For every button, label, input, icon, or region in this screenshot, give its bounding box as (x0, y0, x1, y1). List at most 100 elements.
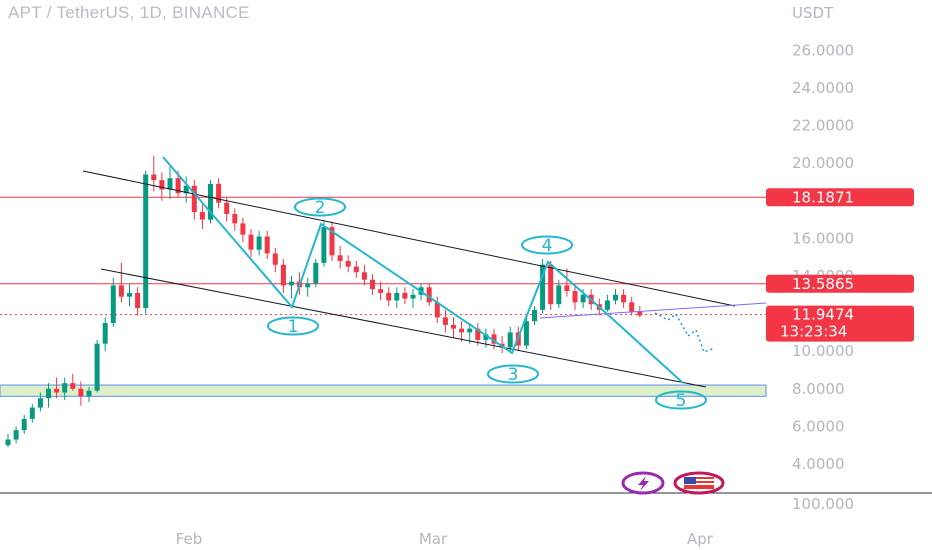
wave-projection (605, 312, 684, 384)
candle-body (378, 289, 384, 293)
candle-body (86, 390, 92, 397)
y-tick-label: 22.0000 (792, 117, 854, 135)
wave-circle-5 (655, 390, 707, 410)
support-zone (0, 384, 767, 397)
candle-body (240, 223, 246, 235)
candle-body (199, 212, 205, 220)
candle-body (532, 309, 537, 322)
candle-body (151, 174, 157, 181)
candle-body (248, 234, 254, 250)
candle-body (621, 294, 627, 303)
candle-body (102, 323, 108, 344)
projection-path (654, 312, 716, 353)
x-tick-label: Apr (687, 530, 714, 548)
candle-body (5, 439, 11, 446)
candle-body (402, 292, 408, 299)
candle-body (540, 264, 546, 310)
candle-body (361, 272, 367, 280)
candle-body (451, 324, 456, 329)
candle-body (629, 302, 635, 312)
wave-label-5: 5 (676, 391, 687, 411)
wave-label-3: 3 (508, 365, 519, 385)
candle-body (329, 227, 335, 256)
candle-body (191, 185, 197, 213)
candle-body (94, 343, 100, 391)
candle-body (523, 321, 529, 346)
candle-body (62, 383, 68, 393)
candle-body (256, 236, 262, 250)
y-tick-label: 20.0000 (792, 154, 854, 172)
candle-body (345, 260, 351, 267)
channel-upper-line (82, 170, 736, 307)
wave-circle-2 (294, 197, 346, 217)
candle-body (410, 294, 416, 299)
wave-circle-3 (487, 364, 539, 384)
y-tick-label: 24.0000 (792, 79, 854, 97)
candle-body (491, 334, 497, 344)
candle-body (110, 285, 116, 323)
candle-body (54, 388, 60, 393)
svg-text:18.1871: 18.1871 (792, 188, 854, 206)
candle-body (70, 383, 76, 389)
candle-body (313, 262, 319, 284)
candle-body (272, 253, 278, 265)
candle-body (548, 264, 554, 305)
candle-body (159, 180, 165, 190)
candle-body (264, 236, 270, 254)
candle-body (483, 334, 489, 340)
candle-body (580, 294, 586, 303)
candle-body (459, 328, 465, 333)
candle-body (46, 388, 51, 399)
chart-title: APT / TetherUS, 1D, BINANCE (8, 3, 250, 22)
candle-body (183, 185, 189, 194)
candle-body (467, 328, 473, 333)
candle-body (305, 283, 311, 288)
y-tick-label: 16.0000 (792, 229, 854, 247)
candle-body (475, 328, 481, 340)
candle-body (280, 264, 286, 286)
candle-body (386, 292, 392, 301)
x-tick-label: Feb (176, 530, 203, 548)
volume-tick-label: 100.000 (792, 495, 854, 513)
candle-body (37, 398, 43, 408)
candle-body (394, 292, 400, 301)
candle-body (370, 279, 375, 290)
candle-body (572, 291, 578, 303)
trend-line-purple (539, 302, 767, 319)
wave-label-2: 2 (315, 198, 326, 218)
last-price-label: 11.9474 13:23:34 (766, 305, 914, 342)
candle-body (289, 281, 294, 286)
channel-top-price-label: 13.5865 (766, 274, 914, 293)
candle-body (21, 418, 27, 431)
candle-body (434, 302, 440, 318)
us-flag-badge-icon[interactable] (673, 471, 725, 495)
candle-body (208, 183, 213, 220)
currency-label: USDT (792, 4, 834, 22)
candle-body (135, 292, 141, 308)
candle-body (216, 183, 222, 203)
candle-body (507, 332, 513, 348)
wave-label-1: 1 (288, 317, 299, 337)
candle-body (426, 287, 432, 303)
candle-body (78, 388, 84, 397)
svg-text:13.5865: 13.5865 (792, 275, 854, 293)
candle-body (175, 178, 181, 194)
candle-body (442, 317, 448, 325)
candle-body (604, 300, 610, 310)
channel-lower-line (100, 268, 707, 388)
lightning-badge-icon[interactable] (621, 471, 665, 495)
candle-body (232, 213, 238, 224)
y-tick-label: 10.0000 (792, 342, 854, 360)
candle-body (556, 285, 562, 305)
svg-text:11.9474: 11.9474 (792, 306, 854, 324)
wave-circle-4 (521, 235, 573, 255)
candle-body (29, 407, 35, 419)
candle-body (564, 285, 570, 292)
candle-body (224, 202, 230, 214)
candle-body (167, 178, 173, 190)
y-tick-label: 6.0000 (792, 417, 845, 435)
candle-body (321, 227, 327, 263)
wave-label-4: 4 (542, 236, 553, 256)
resistance-price-label: 18.1871 (766, 188, 914, 207)
